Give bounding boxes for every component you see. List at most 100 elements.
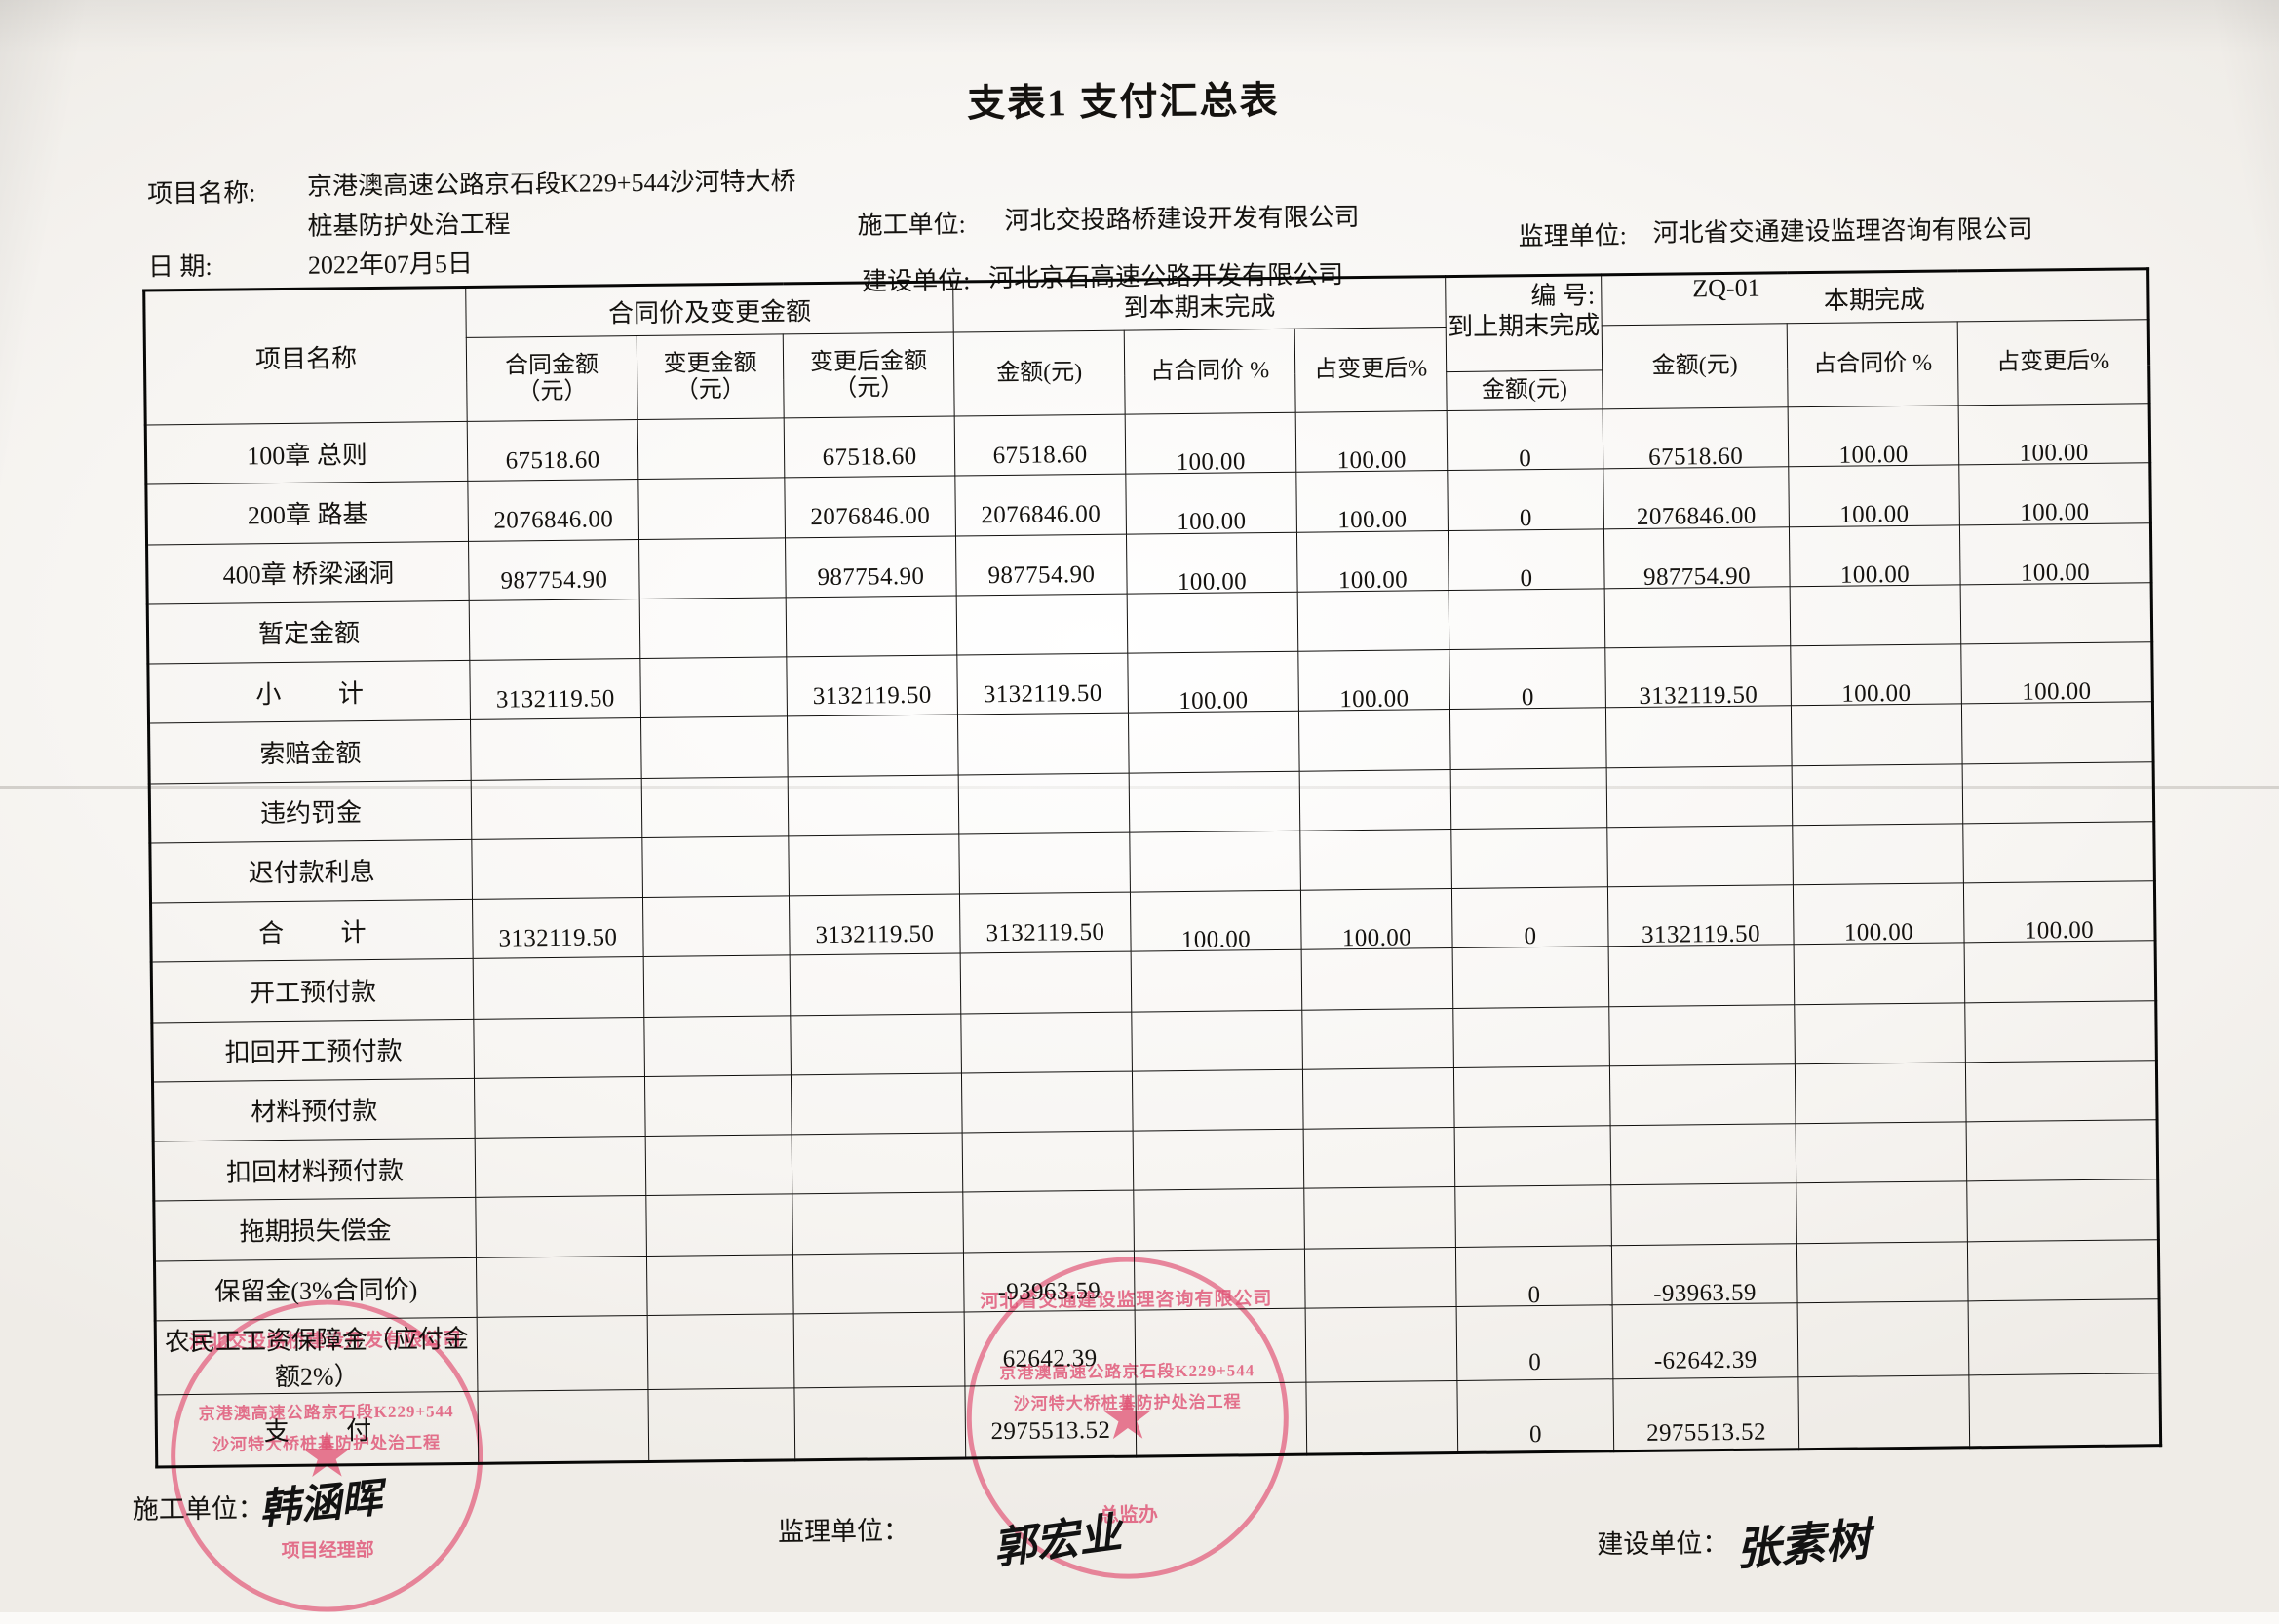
cell-previous-amount <box>1449 607 1606 670</box>
cell-current-pct-after <box>1966 1198 2159 1261</box>
stamp-line-4: 项目经理部 <box>281 1540 374 1563</box>
cell-after-change <box>793 1322 966 1400</box>
cell-current-pct-after: 100.00 <box>1959 542 2152 604</box>
cell-current-pct-contract <box>1793 842 1964 905</box>
cell-after-change <box>791 1083 963 1145</box>
th-contract-amount-line2: （元） <box>517 378 588 405</box>
cell-todate-pct-contract: 100.00 <box>1130 909 1302 972</box>
cell-todate-pct-after <box>1298 728 1451 791</box>
cell-current-pct-after <box>1967 1258 2160 1321</box>
cell-change-amount <box>646 1264 794 1327</box>
cell-previous-amount: 0 <box>1449 667 1606 729</box>
cell-current-pct-after <box>1961 720 2154 784</box>
cell-previous-amount: 0 <box>1455 1264 1613 1327</box>
cell-todate-pct-contract <box>1129 790 1300 852</box>
cell-todate-pct-after <box>1302 1087 1455 1149</box>
cell-current-pct-after <box>1966 1139 2158 1202</box>
row-label: 暂定金额 <box>147 600 470 664</box>
cell-todate-pct-contract: 100.00 <box>1126 551 1298 613</box>
th-previous-amount: 金额(元) <box>1446 369 1603 411</box>
cell-contract-amount <box>473 1027 645 1090</box>
cell-current-amount <box>1610 1202 1797 1265</box>
th-todate-pct-after: 占变更后% <box>1294 327 1448 413</box>
cell-current-pct-contract <box>1796 1141 1967 1203</box>
cell-current-pct-after: 100.00 <box>1959 483 2151 545</box>
cell-todate-pct-contract <box>1135 1327 1307 1405</box>
payment-summary-table: 项目名称 合同价及变更金额 到本期末完成 到上期末完成 本期完成 合同金额 （元… <box>142 267 2163 1477</box>
row-label: 400章 桥梁涵洞 <box>146 540 470 604</box>
cell-todate-pct-after: 100.00 <box>1296 489 1449 552</box>
cell-todate-pct-after: 100.00 <box>1300 908 1453 970</box>
th-current-pct-after: 占变更后% <box>1957 319 2150 406</box>
row-label: 合 计 <box>150 899 474 963</box>
row-label: 违约罚金 <box>149 779 472 843</box>
cell-current-pct-contract <box>1797 1320 1970 1398</box>
row-label: 材料预付款 <box>152 1078 476 1141</box>
cell-current-pct-after <box>1962 781 2155 843</box>
row-label: 100章 总则 <box>145 421 468 485</box>
date-label: 日 期: <box>147 251 212 282</box>
cell-after-change <box>786 605 957 668</box>
cell-todate-amount: 987754.90 <box>955 544 1128 606</box>
cell-after-change <box>792 1142 963 1206</box>
row-label: 迟付款利息 <box>149 839 473 903</box>
cell-current-pct-contract <box>1794 1022 1966 1084</box>
cell-current-pct-contract <box>1792 783 1963 845</box>
cell-todate-pct-after <box>1305 1326 1458 1403</box>
cell-current-pct-contract: 100.00 <box>1793 902 1965 964</box>
cell-current-amount: 3132119.50 <box>1607 904 1795 967</box>
cell-current-pct-contract <box>1790 603 1962 666</box>
cell-current-pct-contract <box>1798 1395 1970 1469</box>
th-current-pct-contract: 占合同价 % <box>1787 321 1959 407</box>
cell-after-change <box>787 725 959 788</box>
cell-current-amount: 2975513.52 <box>1613 1397 1799 1471</box>
footer-contractor-signature: 韩涵晖 <box>256 1473 385 1533</box>
cell-previous-amount: 0 <box>1448 548 1605 610</box>
cell-change-amount <box>643 1025 792 1088</box>
cell-todate-pct-contract: 100.00 <box>1125 432 1297 494</box>
project-name-value-line2: 桩基防护处治工程 <box>307 210 511 241</box>
cell-todate-pct-contract <box>1134 1267 1306 1330</box>
cell-current-amount: -93963.59 <box>1611 1262 1798 1325</box>
cell-current-amount: -62642.39 <box>1612 1322 1799 1400</box>
cell-current-pct-after <box>1969 1393 2161 1467</box>
row-label: 拖期损失偿金 <box>153 1197 477 1261</box>
supervisor-value: 河北省交通建设监理咨询有限公司 <box>1652 214 2033 248</box>
th-todate-pct-contract: 占合同价 % <box>1124 329 1296 415</box>
cell-current-pct-contract <box>1796 1260 1969 1323</box>
cell-todate-amount: 62642.39 <box>964 1320 1137 1398</box>
cell-change-amount <box>639 667 788 729</box>
cell-current-pct-after <box>1964 959 2156 1023</box>
cell-todate-pct-after <box>1301 1027 1454 1089</box>
cell-current-amount <box>1604 605 1792 668</box>
cell-todate-amount <box>956 603 1128 667</box>
th-after-change-line1: 变更后金额 <box>809 348 928 375</box>
row-label: 小 计 <box>147 660 471 724</box>
cell-after-change: 2076846.00 <box>784 486 956 549</box>
footer-owner-label: 建设单位： <box>1597 1528 1729 1560</box>
cell-contract-amount <box>475 1206 647 1268</box>
cell-change-amount <box>643 966 791 1028</box>
cell-todate-amount <box>958 842 1131 905</box>
cell-contract-amount: 3132119.50 <box>469 669 641 731</box>
cell-current-pct-after <box>1962 840 2155 903</box>
cell-todate-amount: 67518.60 <box>954 425 1126 487</box>
cell-after-change: 3132119.50 <box>789 904 961 967</box>
cell-contract-amount <box>474 1087 646 1149</box>
cell-current-pct-after: 100.00 <box>1958 422 2151 485</box>
cell-after-change <box>790 964 961 1026</box>
cell-current-pct-contract <box>1794 962 1965 1025</box>
th-item-name: 项目名称 <box>143 287 468 426</box>
cell-after-change <box>794 1397 966 1471</box>
cell-contract-amount <box>473 967 644 1029</box>
row-label: 农民工工资保障金（应付金额2%） <box>155 1317 478 1396</box>
cell-contract-amount: 3132119.50 <box>472 908 644 970</box>
cell-after-change <box>788 844 960 907</box>
paper-fold-line <box>0 786 2279 789</box>
cell-todate-amount <box>962 1201 1135 1263</box>
row-label: 扣回开工预付款 <box>151 1018 475 1082</box>
cell-change-amount <box>640 727 789 790</box>
footer-supervisor-label: 监理单位： <box>777 1516 910 1547</box>
